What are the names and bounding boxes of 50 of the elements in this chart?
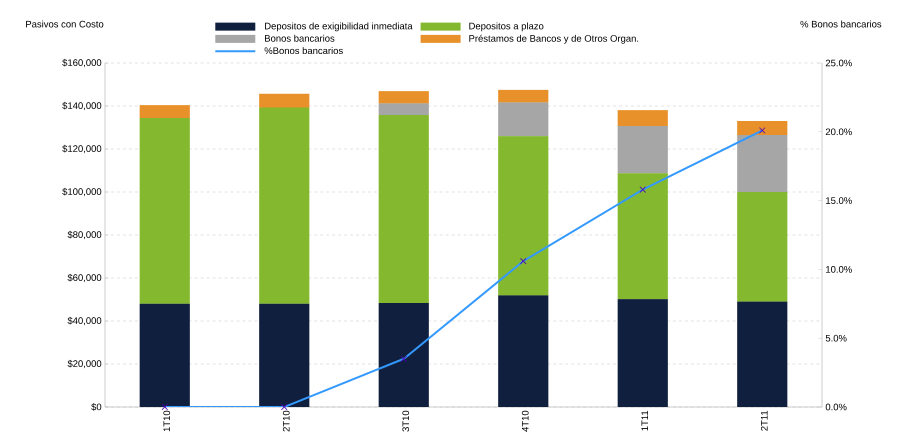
- bar: [618, 299, 668, 407]
- legend-label: Depositos de exigibilidad inmediata: [265, 22, 413, 32]
- legend-label: Préstamos de Bancos y de Otros Organ.: [469, 34, 638, 44]
- bar: [259, 304, 310, 407]
- y2-tick-label: 5.0%: [826, 334, 847, 342]
- y-tick-label: $140,000: [62, 102, 102, 110]
- y-tick-label: $80,000: [68, 230, 102, 240]
- y2-tick-label: 0.0%: [826, 404, 847, 410]
- bar: [140, 304, 190, 407]
- bar: [378, 91, 429, 104]
- y-tick-label: $160,000: [62, 58, 102, 68]
- x-tick-label: 1T10: [163, 410, 170, 432]
- bar: [737, 192, 788, 302]
- bar: [259, 94, 310, 108]
- x-tick-label: 4T10: [522, 410, 529, 432]
- y2-axis-title: % Bonos bancarios: [800, 20, 882, 28]
- y-tick-label: $60,000: [68, 274, 102, 282]
- bar: [737, 135, 788, 192]
- legend-label: %Bonos bancarios: [264, 47, 343, 54]
- bar: [498, 295, 548, 407]
- bar: [378, 115, 429, 303]
- bar: [140, 118, 190, 304]
- bar: [737, 302, 788, 407]
- x-tick-label: 1T11: [641, 410, 648, 431]
- y-tick-label: $0: [91, 403, 102, 411]
- y-tick-label: $100,000: [62, 188, 102, 196]
- bar: [378, 103, 429, 116]
- bar: [498, 136, 548, 296]
- legend-label: Depositos a plazo: [469, 22, 544, 32]
- y-tick-label: $20,000: [68, 360, 102, 368]
- y2-tick-label: 10.0%: [826, 266, 852, 273]
- bar: [498, 90, 548, 102]
- bar: [618, 110, 668, 126]
- bar: [498, 102, 548, 136]
- x-tick-label: 3T10: [402, 410, 410, 432]
- y-tick-label: $40,000: [68, 316, 102, 326]
- y2-tick-label: 20.0%: [826, 128, 852, 136]
- y-axis-title: Pasivos con Costo: [26, 20, 104, 28]
- bar: [378, 302, 429, 407]
- x-tick-label: 2T11: [760, 410, 768, 431]
- y2-tick-label: 15.0%: [826, 197, 852, 204]
- bar: [737, 121, 788, 136]
- x-tick-label: 2T10: [282, 410, 290, 432]
- bar: [259, 108, 310, 304]
- bar: [618, 173, 668, 300]
- y2-tick-label: 25.0%: [826, 60, 852, 66]
- legend-label: Bonos bancarios: [265, 34, 334, 42]
- bar: [140, 105, 190, 118]
- bar: [618, 126, 668, 174]
- y-tick-label: $120,000: [62, 144, 102, 154]
